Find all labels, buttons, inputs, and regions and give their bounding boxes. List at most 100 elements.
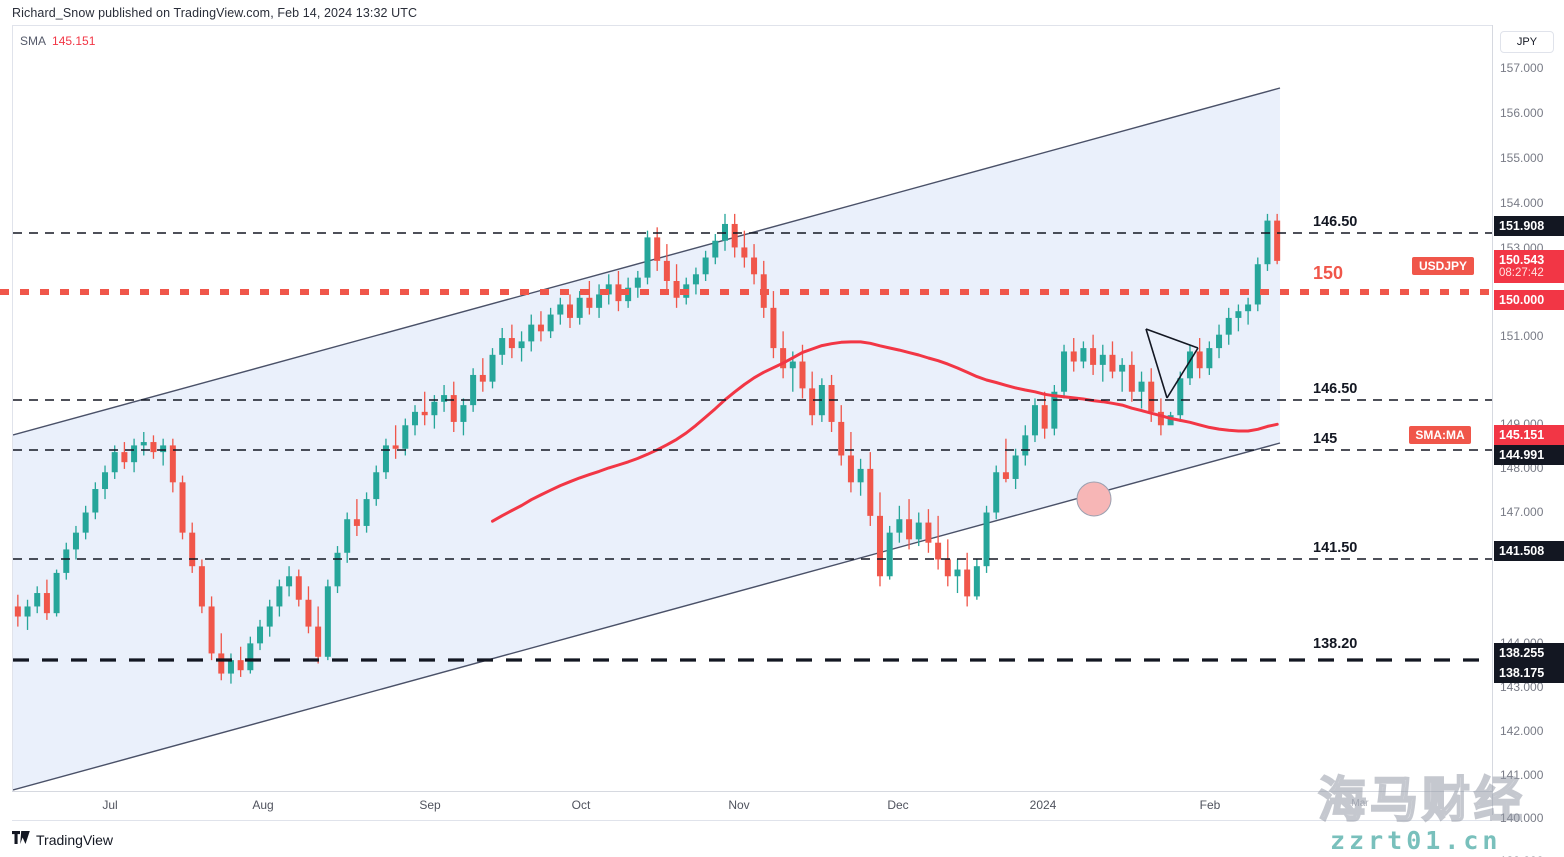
candle-body [886, 532, 893, 577]
price-tick: 154.000 [1500, 196, 1544, 210]
currency-chip[interactable]: JPY [1500, 31, 1554, 53]
candle-body [286, 576, 293, 587]
candle-body [702, 257, 709, 275]
candle-body [518, 341, 525, 349]
candle-body [780, 348, 787, 369]
time-tick: Mar [1351, 798, 1369, 809]
candle-body [915, 522, 922, 540]
candle-body [567, 304, 574, 318]
round-level-tag: 150.000 [1494, 290, 1564, 310]
candle-body [673, 281, 680, 298]
candle-body [712, 240, 719, 258]
candle-body [1167, 415, 1174, 426]
candle-body [363, 499, 370, 526]
candle-body [72, 532, 79, 550]
time-tick: Feb [1199, 798, 1221, 812]
candle-body [954, 569, 961, 577]
price-tick: 143.000 [1500, 680, 1544, 694]
candle-body [741, 247, 748, 258]
level-label-146-50-lower: 146.50 [1313, 381, 1358, 397]
candle-body [799, 361, 806, 389]
time-tick: Aug [252, 798, 274, 812]
time-tick: Dec [887, 798, 909, 812]
price-tick: 139.000 [1500, 854, 1543, 857]
candle-body [121, 452, 128, 463]
candle-body [421, 411, 428, 416]
chart-legend[interactable]: SMA 145.151 [20, 34, 95, 48]
candle-body [189, 532, 196, 567]
candle-body [208, 606, 215, 654]
candle-body [460, 405, 467, 422]
candle-body [479, 374, 486, 382]
candle-body [227, 660, 234, 674]
candle-body [547, 314, 554, 332]
symbol-tag-sma: SMA:MA [1409, 426, 1471, 444]
bear-pennant-pole-line [1145, 328, 1168, 399]
candle-body [1090, 348, 1097, 365]
price-tick: 141.000 [1500, 768, 1544, 782]
candle-body [315, 626, 322, 657]
candle-body [1070, 351, 1077, 362]
candle-body [1177, 378, 1184, 416]
candle-body [925, 522, 932, 543]
level-label-141-50: 141.50 [1313, 540, 1358, 556]
price-tick: 151.000 [1500, 329, 1544, 343]
tradingview-logo-text: TradingView [36, 831, 114, 848]
candle-body [1041, 405, 1048, 429]
candle-body [867, 468, 874, 516]
candle-body [993, 472, 1000, 513]
candle-body [431, 401, 438, 416]
candle-body [140, 442, 147, 446]
candle-body [489, 354, 496, 382]
candle-body [906, 519, 913, 540]
support-test-circle-marker [1076, 481, 1112, 517]
candle-body [508, 338, 515, 349]
candle-body [1225, 317, 1232, 335]
candle-body [838, 421, 845, 456]
candle-body [1022, 435, 1029, 456]
candle-body [266, 606, 273, 627]
candle-body [344, 519, 351, 553]
tradingview-logo[interactable]: TradingView [12, 831, 113, 848]
candle-body [63, 549, 70, 573]
candle-body [944, 559, 951, 577]
candle-body [576, 297, 583, 318]
candle-body [1080, 348, 1087, 362]
publisher-line: Richard_Snow published on TradingView.co… [12, 6, 418, 20]
candle-body [257, 626, 264, 644]
sma-value-tag: 145.151 [1494, 425, 1564, 445]
candle-body [1216, 334, 1223, 349]
level-label-150: 150 [1313, 263, 1344, 283]
candle-body [34, 593, 41, 607]
candle-body [1148, 381, 1155, 412]
candle-body [876, 515, 883, 577]
candle-body [644, 237, 651, 278]
candle-body [847, 455, 854, 483]
level-tag-141: 141.508 [1494, 541, 1564, 561]
candle-body [809, 388, 816, 416]
candle-body [218, 653, 225, 674]
candle-body [692, 274, 699, 285]
candle-body [402, 425, 409, 449]
high-tag: 151.908 [1494, 216, 1564, 236]
candle-body [412, 411, 419, 426]
time-tick: 2024 [1029, 798, 1057, 812]
candle-body [1031, 405, 1038, 436]
candle-body [973, 566, 980, 597]
price-scale[interactable] [1492, 25, 1564, 815]
candle-body [1128, 364, 1135, 392]
candle-body [14, 606, 21, 617]
time-scale[interactable] [12, 791, 1492, 821]
candle-body [295, 576, 302, 600]
candle-body [857, 468, 864, 483]
last-price-tag: 150.543 08:27:42 [1494, 250, 1564, 283]
tradingview-logo-icon [12, 831, 30, 848]
candle-body [1138, 381, 1145, 392]
time-tick: Sep [419, 798, 441, 812]
candle-body [789, 361, 796, 369]
last-price-countdown: 08:27:42 [1499, 266, 1544, 279]
time-tick: Nov [728, 798, 750, 812]
candle-body [470, 374, 477, 406]
candle-body [82, 512, 89, 533]
